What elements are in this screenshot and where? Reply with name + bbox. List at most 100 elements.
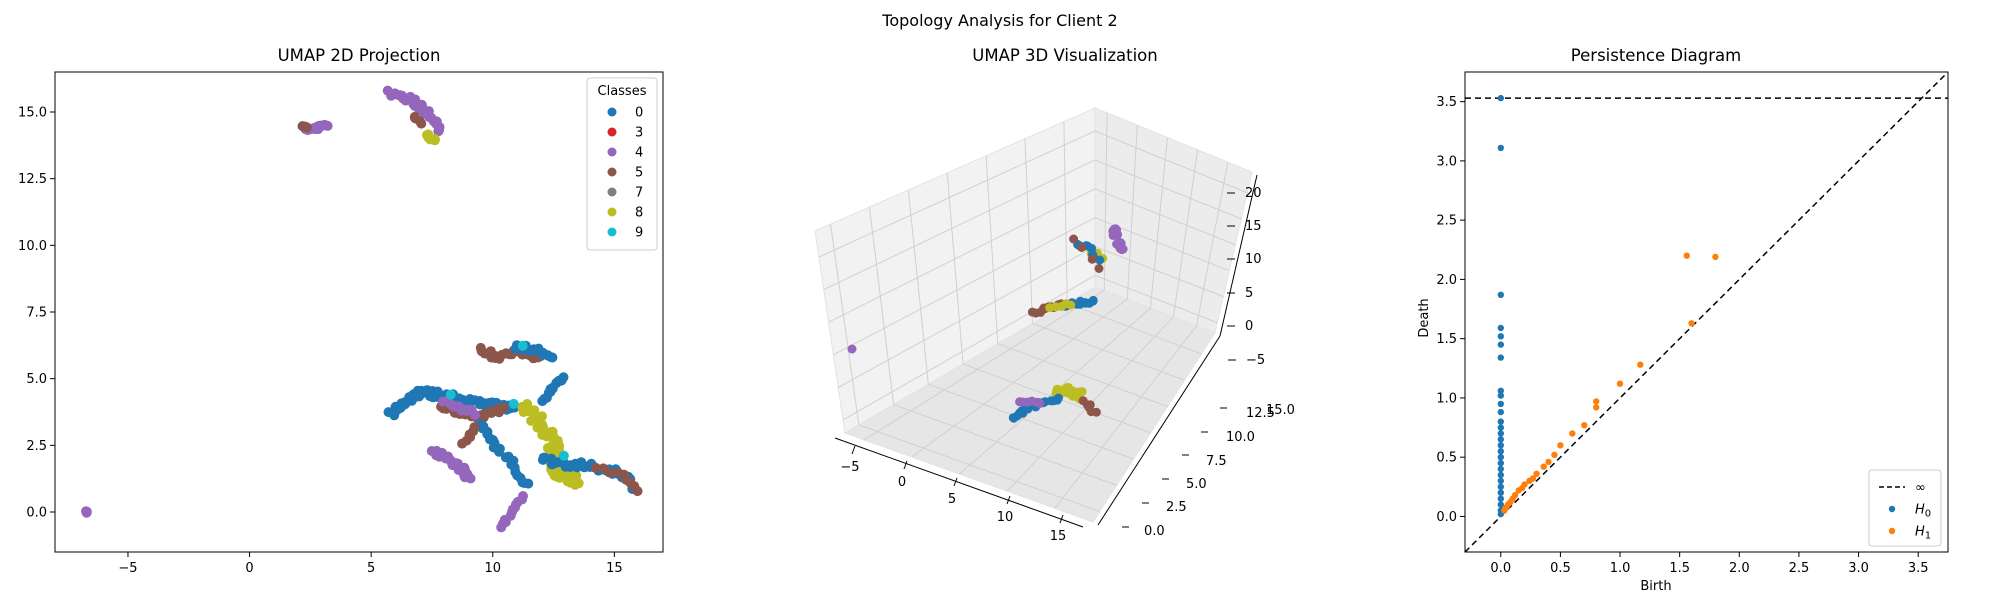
data-point — [1109, 230, 1119, 240]
persistence-title: Persistence Diagram — [1571, 46, 1741, 65]
legend-marker — [1888, 505, 1896, 513]
legend-label: 5 — [635, 166, 643, 181]
data-point — [1497, 459, 1505, 467]
data-point — [1497, 333, 1505, 340]
y-tick-label: 7.5 — [26, 306, 47, 321]
data-point — [1069, 234, 1079, 244]
data-point — [1497, 448, 1505, 455]
data-point — [463, 471, 474, 482]
umap-3d-panel: UMAP 3D Visualization −5 0 5 10 15 0.02.5 5.0 7… — [814, 46, 1295, 544]
y-tick-label: 15.0 — [1266, 403, 1295, 418]
grid-line — [985, 155, 999, 344]
data-point — [1497, 454, 1505, 461]
y-tick-label: 3.5 — [1436, 95, 1457, 110]
x-tick-label: 1.0 — [1610, 561, 1631, 576]
data-point — [1497, 477, 1505, 485]
data-point — [558, 450, 569, 461]
umap-2d-legend: Classes 0 3 4 5 7 8 9 — [586, 77, 658, 251]
data-point — [1035, 398, 1045, 408]
data-point — [416, 118, 427, 129]
persistence-xlabel: Birth — [1640, 579, 1671, 594]
y-tick-label: 7.5 — [1206, 454, 1227, 469]
data-point — [1551, 451, 1558, 458]
legend-marker — [607, 147, 617, 157]
data-point — [570, 479, 581, 490]
y-tick-label: 2.5 — [26, 439, 47, 454]
data-point — [1497, 400, 1505, 408]
grid-line — [833, 217, 1096, 356]
z-tick-label: 10 — [1245, 252, 1262, 267]
z-tick-label: 0 — [1245, 319, 1253, 334]
x-tick-label: 0 — [898, 475, 906, 490]
data-point — [1095, 255, 1105, 265]
y-tick-label: 0.0 — [26, 506, 47, 521]
data-point — [1540, 463, 1547, 470]
data-point — [445, 389, 456, 400]
legend-marker — [607, 187, 617, 197]
grid-line — [1149, 137, 1168, 309]
data-point — [538, 452, 549, 463]
data-point — [1497, 341, 1505, 348]
x-tick-label: 2.5 — [1789, 561, 1810, 576]
x-tick-label: 5 — [948, 492, 956, 507]
x-tick — [1059, 514, 1064, 524]
data-point — [535, 418, 546, 429]
data-point — [847, 344, 857, 354]
z-tick-label: −5 — [1246, 353, 1265, 368]
umap-2d-points — [81, 85, 643, 533]
grid-line — [1094, 159, 1242, 220]
y-tick-label: 1.5 — [1436, 332, 1457, 347]
legend-marker — [607, 127, 617, 137]
data-point — [1497, 418, 1505, 425]
persistence-panel: Persistence Diagram Birth Death 0.0 0.5 1.… — [1417, 46, 1949, 594]
data-point — [1593, 404, 1600, 411]
grid-line — [1094, 274, 1218, 324]
x-tick-label: 0.5 — [1550, 561, 1571, 576]
persistence-ylabel: Death — [1417, 298, 1432, 337]
y-tick-label: 2.5 — [1166, 500, 1187, 515]
persistence-axes-frame — [1464, 71, 1949, 553]
grid-line — [823, 159, 1096, 291]
legend-label: 7 — [635, 186, 643, 201]
y-tick-label: 10.0 — [18, 239, 47, 254]
data-point — [1712, 253, 1719, 261]
grid-line — [928, 383, 1134, 460]
z-tick-label: 5 — [1245, 286, 1253, 301]
data-point — [433, 126, 444, 137]
data-point — [1497, 483, 1505, 490]
data-point — [547, 352, 558, 363]
legend-marker — [607, 167, 617, 177]
data-point — [1497, 489, 1505, 496]
x-axis-line — [834, 437, 1084, 528]
y-tick-label: 12.5 — [18, 172, 47, 187]
data-point — [470, 410, 480, 420]
grid-line — [1063, 121, 1068, 304]
data-point — [517, 340, 528, 351]
legend-label: 4 — [635, 146, 643, 161]
data-point — [469, 422, 480, 433]
z-axis-line — [1219, 174, 1258, 337]
grid-line — [842, 275, 1096, 421]
grid-line — [1094, 188, 1236, 246]
data-point — [498, 402, 509, 413]
x-tick — [1006, 495, 1011, 505]
grid-line — [1126, 125, 1138, 300]
y-tick-label: 15.0 — [18, 106, 47, 121]
grid-line — [1172, 149, 1199, 318]
y-tick-label: 5.0 — [1186, 477, 1207, 492]
data-point — [1688, 320, 1695, 327]
data-point — [1501, 507, 1508, 514]
data-point — [1091, 407, 1101, 417]
z-tick-label: 15 — [1245, 219, 1262, 234]
y-tick-label: 1.0 — [1436, 391, 1457, 406]
data-point — [518, 491, 528, 501]
suptitle: Topology Analysis for Client 2 — [881, 11, 1117, 30]
x-tick-label: 15 — [1050, 529, 1067, 544]
data-point — [1497, 324, 1505, 332]
data-point — [1683, 252, 1691, 259]
grid-line — [868, 207, 895, 405]
legend-marker — [607, 227, 617, 237]
x-tick-label: 2.0 — [1729, 561, 1750, 576]
data-point — [1497, 465, 1505, 473]
